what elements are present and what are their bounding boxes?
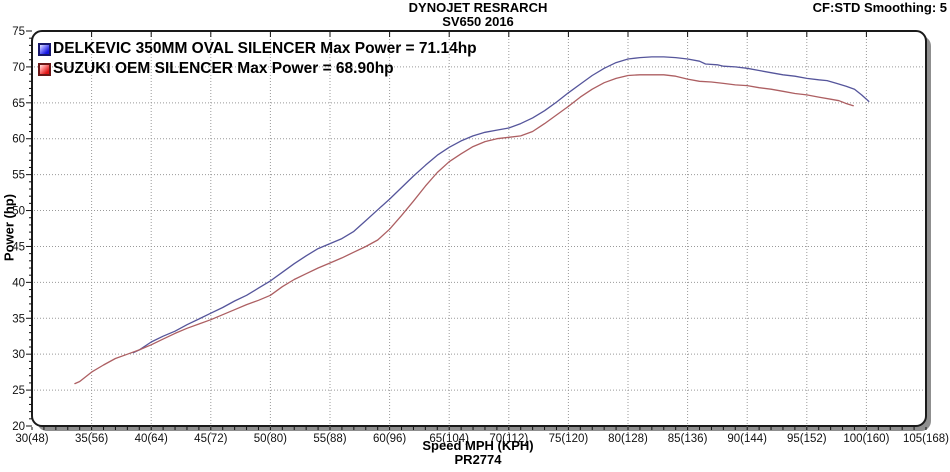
- report-subtitle: SV650 2016: [442, 14, 514, 29]
- x-tick-label: 40(64): [135, 433, 168, 445]
- x-tick-label: 95(152): [787, 433, 827, 445]
- x-tick-label: 60(96): [373, 433, 406, 445]
- run-id: PR2774: [454, 452, 502, 467]
- y-tick-label: 60: [12, 134, 25, 146]
- y-tick-label: 35: [12, 313, 25, 325]
- power-curve-delkevic: [132, 56, 870, 354]
- y-tick-label: 30: [12, 349, 25, 361]
- x-tick-label: 105(168): [903, 433, 949, 445]
- x-tick-label: 75(120): [549, 433, 589, 445]
- x-tick-label: 85(136): [668, 433, 708, 445]
- y-tick-label: 50: [12, 206, 25, 218]
- legend-item-delkevic: DELKEVIC 350MM OVAL SILENCER Max Power =…: [38, 39, 477, 59]
- y-tick-label: 70: [12, 62, 25, 74]
- x-tick-label: 80(128): [608, 433, 648, 445]
- y-tick-label: 65: [12, 98, 25, 110]
- smoothing-setting: CF:STD Smoothing: 5: [812, 0, 947, 15]
- x-axis-title: Speed MPH (KPH): [422, 438, 534, 453]
- x-tick-label: 50(80): [254, 433, 287, 445]
- suzuki-oem-series-swatch: [38, 62, 51, 76]
- y-tick-label: 75: [12, 26, 25, 38]
- y-tick-label: 40: [12, 277, 25, 289]
- delkevic-series-swatch: [38, 42, 51, 56]
- legend-item-suzuki-oem: SUZUKI OEM SILENCER Max Power = 68.90hp: [38, 59, 477, 79]
- y-tick-label: 20: [12, 421, 25, 433]
- legend: DELKEVIC 350MM OVAL SILENCER Max Power =…: [38, 39, 477, 79]
- legend-label-suzuki-oem: SUZUKI OEM SILENCER Max Power = 68.90hp: [53, 60, 394, 77]
- power-curve-suzuki-oem: [74, 74, 854, 385]
- x-tick-label: 30(48): [15, 433, 48, 445]
- report-title: DYNOJET RESRARCH: [408, 0, 548, 15]
- x-tick-label: 90(144): [727, 433, 767, 445]
- x-tick-label: 55(88): [313, 433, 346, 445]
- x-tick-label: 65(104): [429, 433, 469, 445]
- x-tick-label: 45(72): [194, 433, 227, 445]
- y-tick-label: 55: [12, 170, 25, 182]
- x-tick-label: 35(56): [75, 433, 108, 445]
- y-tick-label: 45: [12, 241, 25, 253]
- y-tick-label: 25: [12, 385, 25, 397]
- plot-frame: [31, 30, 927, 427]
- y-axis-title: Power (hp): [1, 193, 17, 262]
- legend-label-delkevic: DELKEVIC 350MM OVAL SILENCER Max Power =…: [53, 40, 477, 57]
- x-tick-label: 100(160): [843, 433, 889, 445]
- x-tick-label: 70(112): [489, 433, 528, 445]
